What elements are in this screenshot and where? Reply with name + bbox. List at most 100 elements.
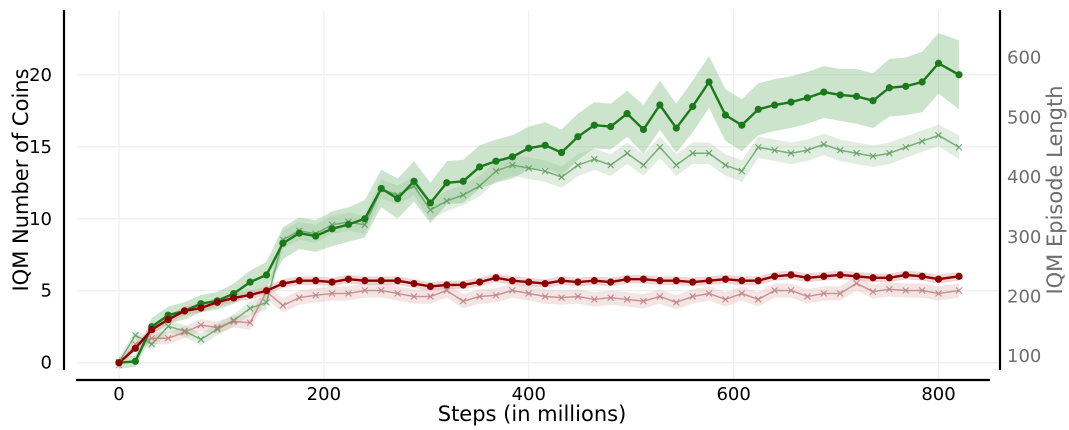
- data-point: [279, 239, 287, 247]
- data-point: [131, 357, 139, 365]
- data-point: [295, 294, 303, 302]
- data-point: [492, 157, 500, 165]
- data-point: [295, 229, 303, 237]
- data-point: [508, 287, 516, 294]
- data-point: [836, 91, 844, 99]
- data-point: [131, 344, 139, 352]
- data-point: [935, 290, 942, 297]
- data-point: [508, 277, 516, 285]
- data-point: [148, 334, 156, 342]
- data-point: [558, 294, 565, 302]
- data-point: [426, 206, 434, 214]
- data-point: [853, 279, 861, 287]
- data-point: [640, 297, 647, 305]
- data-point: [852, 272, 861, 280]
- data-point: [836, 290, 844, 297]
- data-point: [656, 277, 664, 285]
- data-point: [721, 275, 730, 283]
- data-point: [820, 88, 828, 96]
- data-point: [459, 297, 467, 305]
- data-point: [869, 288, 877, 296]
- data-point: [869, 152, 877, 160]
- data-point: [771, 287, 779, 294]
- data-point: [852, 92, 861, 100]
- data-point: [902, 271, 910, 279]
- data-point: [508, 161, 516, 169]
- data-point: [181, 327, 188, 335]
- data-point: [557, 277, 566, 285]
- data-point: [558, 173, 565, 181]
- data-point: [328, 225, 336, 233]
- data-point: [689, 149, 697, 157]
- data-point: [885, 285, 893, 293]
- data-point: [672, 277, 680, 285]
- data-point: [590, 155, 598, 163]
- data-point: [361, 287, 369, 294]
- data-point: [803, 94, 812, 102]
- data-point: [955, 143, 963, 151]
- data-point: [820, 140, 828, 148]
- data-point: [541, 293, 549, 300]
- x-axis-label: Steps (in millions): [438, 402, 627, 426]
- x-tick-labels: 0 200 400 600 800: [113, 384, 955, 405]
- x-tick-label: 0: [113, 384, 124, 405]
- data-point: [934, 59, 943, 67]
- data-point: [771, 101, 779, 109]
- data-point: [164, 315, 172, 324]
- data-point: [738, 290, 746, 297]
- data-point: [263, 298, 270, 306]
- data-point: [246, 278, 254, 286]
- data-point: [672, 124, 680, 132]
- data-point: [328, 290, 336, 297]
- data-point: [639, 125, 648, 134]
- data-point: [623, 149, 631, 157]
- data-point: [443, 287, 451, 294]
- data-point: [935, 131, 942, 139]
- data-point: [623, 110, 631, 118]
- data-point: [574, 161, 582, 169]
- data-point: [426, 199, 435, 207]
- y2-axis-label: IQM Episode Length: [1043, 85, 1067, 294]
- data-point: [410, 293, 418, 300]
- data-point: [738, 167, 746, 175]
- y2-tick-label: 400: [1007, 167, 1041, 188]
- data-point: [754, 105, 762, 113]
- data-point: [869, 97, 877, 105]
- data-point: [787, 287, 795, 294]
- series-lines: [118, 62, 960, 366]
- data-point: [705, 78, 713, 86]
- data-point: [640, 161, 647, 169]
- y2-tick-label: 500: [1007, 107, 1041, 128]
- data-point: [148, 326, 156, 334]
- confidence-bands: [118, 33, 960, 369]
- axes: [62, 10, 1002, 382]
- data-point: [508, 153, 516, 161]
- y-tick-label: 15: [29, 137, 52, 158]
- data-point: [738, 277, 746, 285]
- data-point: [197, 321, 205, 329]
- data-point: [590, 277, 598, 285]
- data-point: [230, 294, 238, 302]
- data-point: [115, 359, 123, 367]
- data-point: [955, 71, 963, 79]
- data-point: [213, 324, 221, 331]
- data-point: [345, 290, 352, 297]
- data-point: [656, 293, 664, 300]
- data-point: [246, 291, 254, 299]
- data-point: [246, 304, 254, 312]
- data-point: [525, 278, 533, 286]
- data-point: [525, 164, 533, 172]
- data-point: [475, 163, 484, 171]
- data-point: [705, 149, 713, 157]
- data-point: [639, 275, 648, 283]
- data-point: [361, 277, 369, 285]
- data-point: [787, 271, 795, 279]
- series-line-0: [118, 62, 960, 364]
- data-point: [623, 296, 631, 303]
- data-point: [574, 133, 582, 141]
- data-point: [689, 293, 697, 300]
- data-point: [557, 148, 566, 157]
- data-point: [459, 191, 467, 199]
- data-point: [836, 146, 844, 154]
- data-point: [295, 277, 303, 285]
